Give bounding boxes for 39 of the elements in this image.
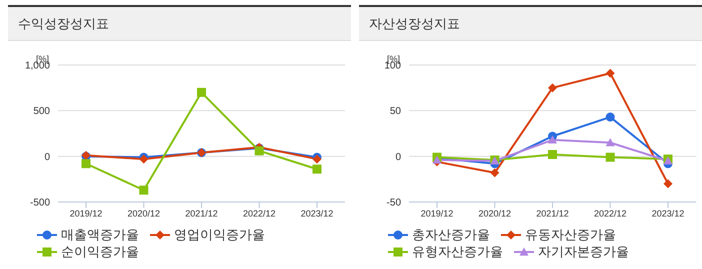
legend-label: 총자산증가율 [412, 226, 490, 243]
legend-label: 유형자산증가율 [412, 243, 503, 260]
point [254, 146, 264, 156]
x-tick-label: 2019/12 [420, 208, 454, 218]
y-tick-label: 0 [44, 152, 50, 163]
x-tick-label: 2023/12 [652, 208, 684, 218]
legend-label: 영업이익증가율 [174, 226, 265, 243]
point [548, 135, 557, 144]
point [606, 68, 615, 78]
x-tick-label: 2023/12 [300, 208, 334, 218]
point [664, 179, 672, 188]
legend-label: 순이익증가율 [61, 243, 139, 260]
x-tick-label: 2021/12 [536, 208, 569, 218]
point [139, 186, 148, 195]
legend-label: 자기자본증가율 [538, 243, 629, 260]
point [606, 112, 615, 122]
point [197, 88, 206, 97]
x-tick-label: 2022/12 [242, 208, 276, 218]
x-tick-label: 2022/12 [594, 208, 627, 218]
point [490, 168, 500, 178]
point [548, 83, 557, 92]
chart-title: 수익성장성지표 [8, 7, 351, 41]
y-tick-label: 50 [390, 106, 402, 118]
point [312, 164, 322, 174]
chart-title: 자산성장성지표 [359, 7, 702, 41]
y-tick-label: 0 [395, 152, 402, 163]
x-tick-label: 2021/12 [185, 208, 218, 218]
x-tick-label: 2019/12 [70, 208, 102, 218]
point [548, 150, 557, 160]
y-tick-label: 500 [33, 106, 50, 118]
legend-label: 유동자산증가율 [525, 226, 616, 243]
point [606, 152, 615, 162]
y-tick-label: -500 [30, 198, 50, 209]
y-tick-label: -50 [386, 198, 402, 209]
point [606, 138, 615, 146]
x-tick-label: 2020/12 [478, 208, 512, 218]
x-tick-label: 2020/12 [127, 208, 160, 218]
legend-label: 매출액증가율 [61, 226, 139, 243]
point [82, 159, 90, 168]
